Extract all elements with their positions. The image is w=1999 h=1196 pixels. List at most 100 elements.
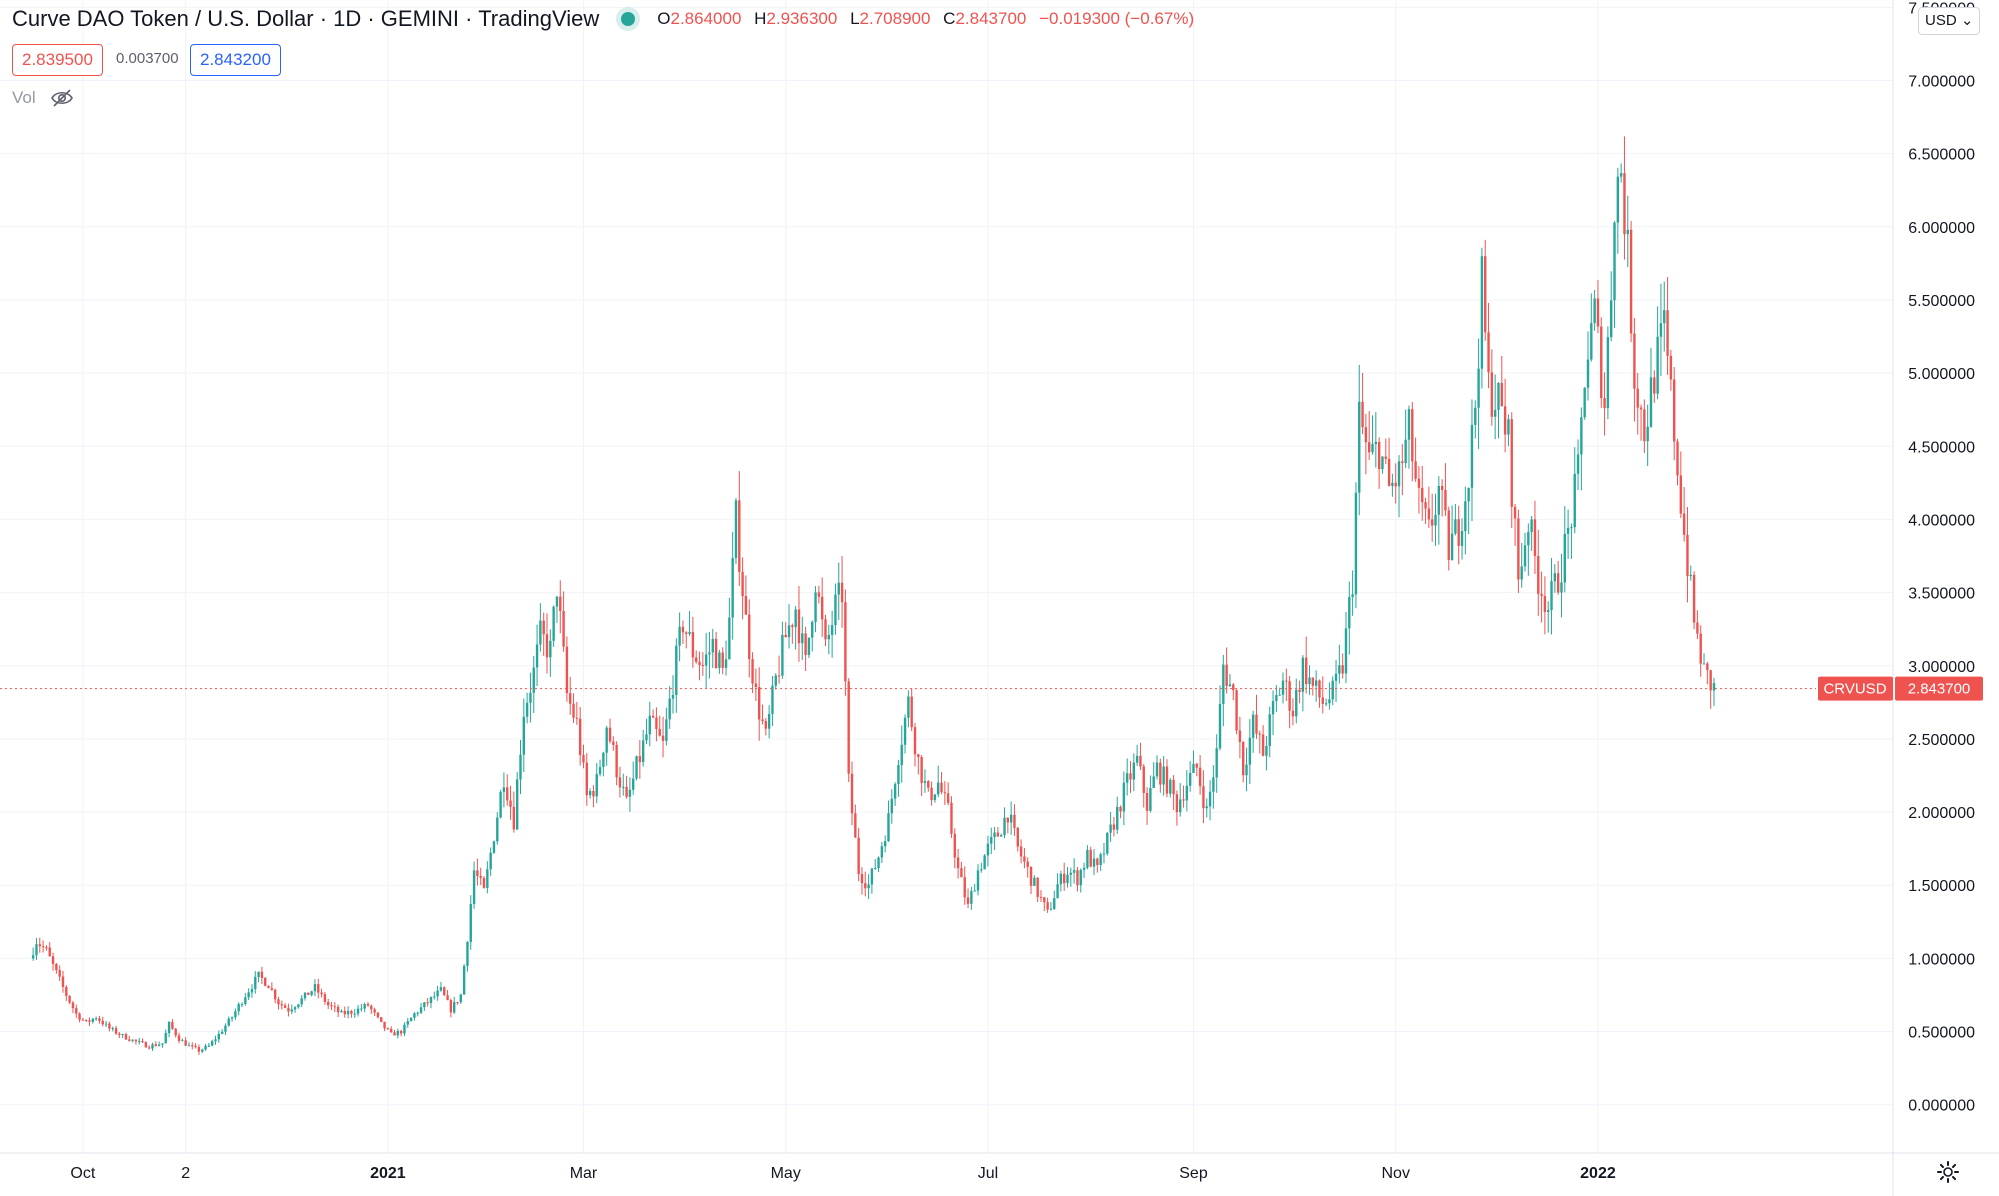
candle[interactable] <box>283 1003 287 1009</box>
candle[interactable] <box>724 640 728 676</box>
candle[interactable] <box>1062 862 1066 891</box>
candle[interactable] <box>1556 561 1560 595</box>
candle[interactable] <box>486 861 489 894</box>
candle[interactable] <box>1623 136 1626 260</box>
candle[interactable] <box>956 848 960 879</box>
candle[interactable] <box>220 1029 224 1035</box>
candle[interactable] <box>970 886 973 910</box>
candle[interactable] <box>1510 412 1513 528</box>
candle[interactable] <box>1212 765 1215 809</box>
candle[interactable] <box>506 774 509 806</box>
candle[interactable] <box>307 992 310 996</box>
candle[interactable] <box>983 854 986 870</box>
candle[interactable] <box>834 583 837 635</box>
candle[interactable] <box>1381 456 1384 474</box>
candle[interactable] <box>1305 636 1308 694</box>
candle[interactable] <box>399 1029 403 1037</box>
candle[interactable] <box>923 769 927 793</box>
candle[interactable] <box>1377 437 1381 489</box>
candle[interactable] <box>1245 747 1248 792</box>
candle[interactable] <box>1079 868 1082 893</box>
candle[interactable] <box>1102 842 1106 864</box>
candle[interactable] <box>320 988 323 998</box>
candle[interactable] <box>734 498 738 564</box>
candle[interactable] <box>1328 682 1331 710</box>
candle[interactable] <box>588 788 592 799</box>
candle[interactable] <box>946 782 950 806</box>
candle[interactable] <box>88 1017 91 1026</box>
candle[interactable] <box>917 753 920 775</box>
candle[interactable] <box>751 652 754 694</box>
candle[interactable] <box>439 981 443 992</box>
candle[interactable] <box>264 977 267 987</box>
candle[interactable] <box>1285 668 1288 702</box>
candle[interactable] <box>781 621 784 679</box>
candle[interactable] <box>366 1001 370 1007</box>
candle[interactable] <box>1046 897 1049 913</box>
candle[interactable] <box>260 966 264 985</box>
candle[interactable] <box>340 1009 343 1013</box>
candle[interactable] <box>1165 759 1169 798</box>
candle[interactable] <box>837 562 840 621</box>
candle[interactable] <box>764 717 768 736</box>
candle[interactable] <box>1238 716 1242 759</box>
candle[interactable] <box>578 706 582 766</box>
candle[interactable] <box>1069 867 1073 887</box>
candle[interactable] <box>1430 493 1434 542</box>
candle[interactable] <box>171 1019 174 1030</box>
candle[interactable] <box>728 597 731 660</box>
candle[interactable] <box>393 1029 396 1036</box>
candle[interactable] <box>210 1039 214 1047</box>
candle[interactable] <box>605 725 608 766</box>
candle[interactable] <box>343 1006 346 1018</box>
candle[interactable] <box>1636 372 1639 435</box>
candle[interactable] <box>1354 482 1358 609</box>
candle[interactable] <box>1679 451 1683 519</box>
candle[interactable] <box>1633 318 1636 422</box>
candle[interactable] <box>323 991 327 1005</box>
candle[interactable] <box>452 996 456 1014</box>
candle[interactable] <box>1421 465 1424 521</box>
candle[interactable] <box>1480 247 1484 389</box>
candle[interactable] <box>48 942 51 957</box>
candle[interactable] <box>84 1019 88 1022</box>
candle[interactable] <box>1311 677 1315 696</box>
candle[interactable] <box>224 1023 227 1035</box>
candle[interactable] <box>1202 770 1205 824</box>
candle[interactable] <box>950 796 953 838</box>
candle[interactable] <box>1348 581 1351 655</box>
candle[interactable] <box>1384 438 1387 465</box>
candle[interactable] <box>748 599 751 678</box>
candle[interactable] <box>396 1028 400 1039</box>
candle[interactable] <box>1232 682 1235 701</box>
candle[interactable] <box>1291 698 1295 726</box>
candle[interactable] <box>771 675 774 727</box>
candle[interactable] <box>592 785 595 808</box>
candle[interactable] <box>973 883 976 892</box>
candle[interactable] <box>721 647 724 675</box>
candle[interactable] <box>1225 647 1228 694</box>
candle[interactable] <box>1520 542 1523 588</box>
candle[interactable] <box>167 1021 171 1038</box>
candle[interactable] <box>1314 670 1318 702</box>
candle[interactable] <box>1530 515 1533 551</box>
candle[interactable] <box>535 624 539 687</box>
candle[interactable] <box>330 1001 333 1011</box>
candle[interactable] <box>353 1009 356 1018</box>
candle[interactable] <box>1566 509 1570 559</box>
candle[interactable] <box>1135 744 1139 766</box>
candle[interactable] <box>1656 306 1659 400</box>
candle[interactable] <box>1023 848 1026 869</box>
candle[interactable] <box>380 1017 383 1023</box>
candle[interactable] <box>1603 372 1606 436</box>
candle[interactable] <box>194 1043 197 1049</box>
candle[interactable] <box>1464 486 1467 555</box>
candle[interactable] <box>1149 775 1152 813</box>
candle[interactable] <box>333 1001 337 1013</box>
candle[interactable] <box>1006 817 1010 834</box>
candle[interactable] <box>827 624 831 655</box>
candle[interactable] <box>462 964 466 995</box>
candle[interactable] <box>1540 571 1543 623</box>
candle[interactable] <box>1447 506 1450 571</box>
